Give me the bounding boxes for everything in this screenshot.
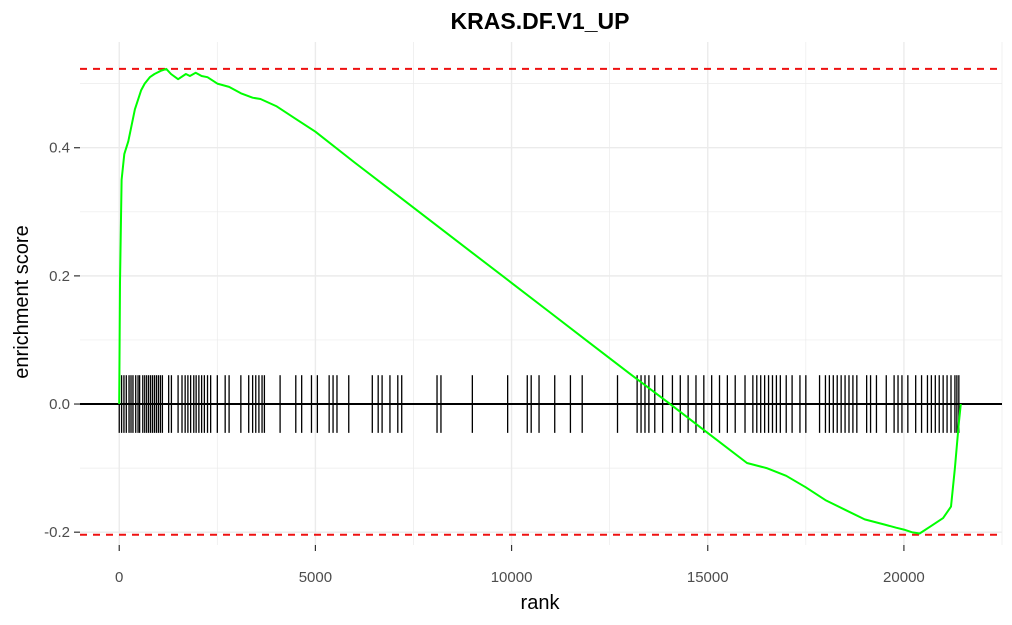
y-tick-label: -0.2: [44, 524, 70, 541]
gene-hit-ticks: [118, 375, 960, 433]
x-tick-label: 15000: [687, 569, 729, 586]
x-axis-title: rank: [521, 592, 561, 614]
chart-title: KRAS.DF.V1_UP: [451, 8, 630, 34]
y-tick-label: 0.0: [49, 396, 70, 413]
x-axis-ticks: 0 5000 10000 15000 20000: [115, 545, 925, 586]
x-tick-label: 5000: [299, 569, 332, 586]
y-axis-ticks: -0.2 0.0 0.2 0.4: [44, 140, 80, 541]
y-axis-title: enrichment score: [11, 225, 33, 378]
y-tick-label: 0.4: [49, 140, 70, 157]
x-tick-label: 10000: [491, 569, 533, 586]
x-tick-label: 20000: [883, 569, 925, 586]
x-tick-label: 0: [115, 569, 123, 586]
y-tick-label: 0.2: [49, 268, 70, 285]
grid-lines: [80, 42, 1003, 545]
enrichment-score-curve: [118, 67, 962, 535]
